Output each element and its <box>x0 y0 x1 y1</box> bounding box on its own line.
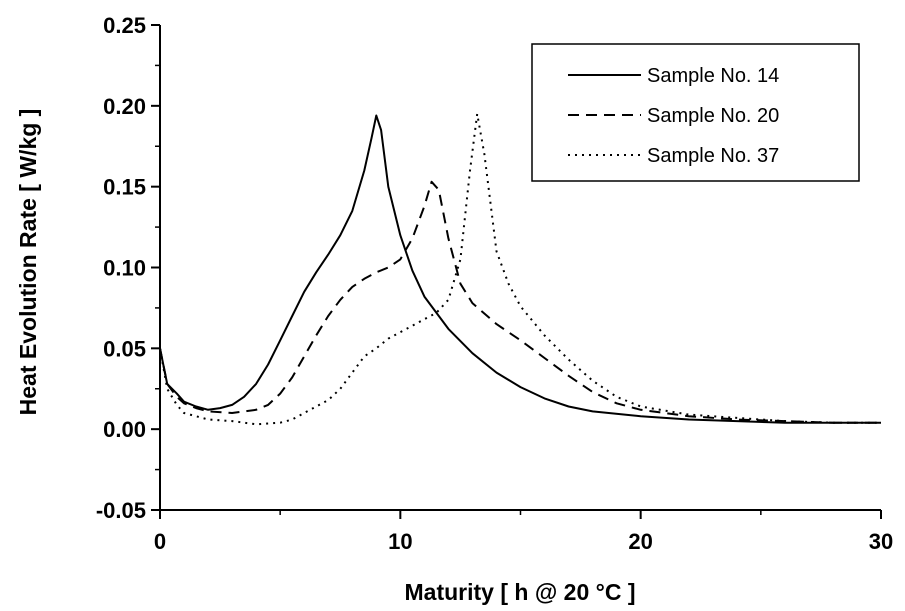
y-tick-label: -0.05 <box>96 498 146 523</box>
legend-label-2: Sample No. 20 <box>647 105 779 127</box>
x-tick-label: 20 <box>628 529 652 554</box>
axes: -0.05 0.00 0.05 0.10 0.15 0.20 0.25 0 10 20 30 <box>96 13 893 554</box>
series-layer <box>159 112 881 426</box>
legend-label-1: Sample No. 14 <box>647 65 779 87</box>
y-axis-title: Heat Evolution Rate [ W/kg ] <box>15 109 41 416</box>
x-tick-label: 10 <box>388 529 412 554</box>
y-tick-label: 0.15 <box>103 175 146 200</box>
x-tick-label: 30 <box>869 529 893 554</box>
y-tick-label: 0.20 <box>103 94 146 119</box>
legend-label-3: Sample No. 37 <box>647 145 779 167</box>
y-tick-label: 0.25 <box>103 13 146 38</box>
series-line-1 <box>159 114 881 424</box>
x-axis-title: Maturity [ h @ 20 °C ] <box>405 579 636 605</box>
y-tick-label: 0.10 <box>103 256 146 281</box>
legend-box <box>531 43 860 182</box>
y-tick-label: 0.00 <box>103 417 146 442</box>
x-tick-label: 0 <box>154 529 166 554</box>
y-tick-label: 0.05 <box>103 336 146 361</box>
legend: Sample No. 14 Sample No. 20 Sample No. 37 <box>531 43 860 182</box>
series-line-2 <box>159 180 881 424</box>
